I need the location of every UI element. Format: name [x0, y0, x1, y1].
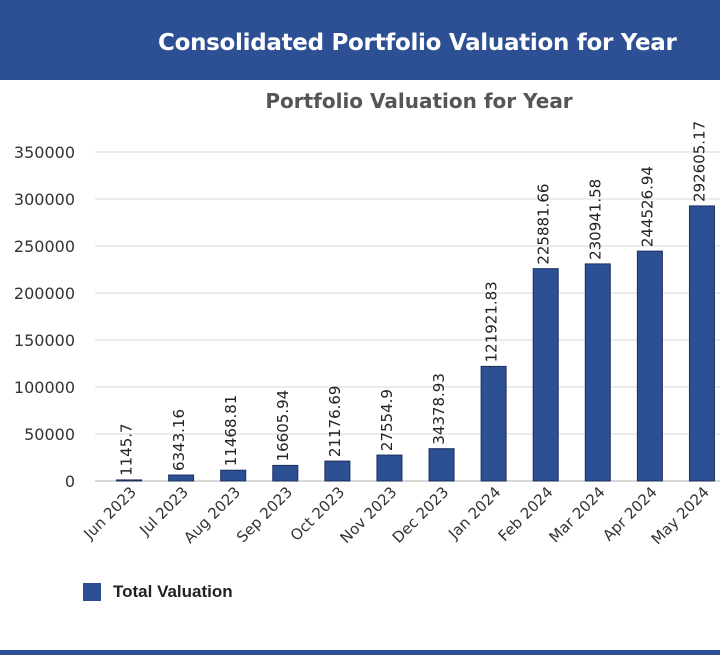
data-label: 230941.58 [586, 179, 604, 260]
y-tick-label: 150000 [14, 331, 75, 350]
bar [272, 464, 299, 482]
valuation-bar-chart: Portfolio Valuation for Year 0 50000 100000… [14, 89, 720, 548]
bar [584, 263, 611, 482]
bar [324, 460, 351, 482]
data-label: 16605.94 [274, 390, 292, 462]
data-label: 11468.81 [222, 395, 240, 467]
chart-title: Portfolio Valuation for Year [265, 89, 572, 113]
bar [376, 454, 403, 482]
bar [532, 268, 559, 482]
x-tick-label: Aug 2023 [180, 483, 244, 547]
bar [688, 205, 715, 482]
data-label: 225881.66 [534, 184, 552, 265]
bar [428, 448, 455, 482]
legend-label: Total Valuation [113, 582, 233, 601]
x-tick-label: Sep 2023 [233, 483, 296, 546]
data-label: 6343.16 [170, 409, 188, 471]
data-label: 21176.69 [326, 386, 344, 458]
bar [168, 474, 195, 482]
page-title: Consolidated Portfolio Valuation for Yea… [158, 30, 677, 56]
y-tick-label: 350000 [14, 143, 75, 162]
x-tick-label: Dec 2023 [389, 483, 453, 547]
footer-divider [0, 650, 720, 655]
x-tick-label: Mar 2024 [546, 483, 609, 546]
chart-legend: Total Valuation [83, 582, 233, 602]
legend-swatch [83, 583, 101, 601]
y-tick-label: 250000 [14, 237, 75, 256]
data-label: 244526.94 [639, 166, 657, 247]
data-label: 292605.17 [691, 121, 709, 202]
x-tick-label: Jun 2023 [79, 483, 139, 543]
y-tick-label: 200000 [14, 284, 75, 303]
data-label: 34378.93 [430, 373, 448, 445]
data-label: 1145.7 [118, 423, 136, 476]
data-label: 27554.9 [378, 389, 396, 451]
bar [636, 250, 663, 482]
bar [480, 365, 507, 482]
page-header: Consolidated Portfolio Valuation for Yea… [0, 0, 720, 80]
bar [220, 469, 247, 482]
bar [116, 479, 143, 482]
y-tick-label: 50000 [24, 425, 75, 444]
data-label: 121921.83 [482, 281, 500, 362]
y-tick-label: 100000 [14, 378, 75, 397]
y-tick-label: 300000 [14, 190, 75, 209]
y-tick-label: 0 [65, 472, 75, 491]
